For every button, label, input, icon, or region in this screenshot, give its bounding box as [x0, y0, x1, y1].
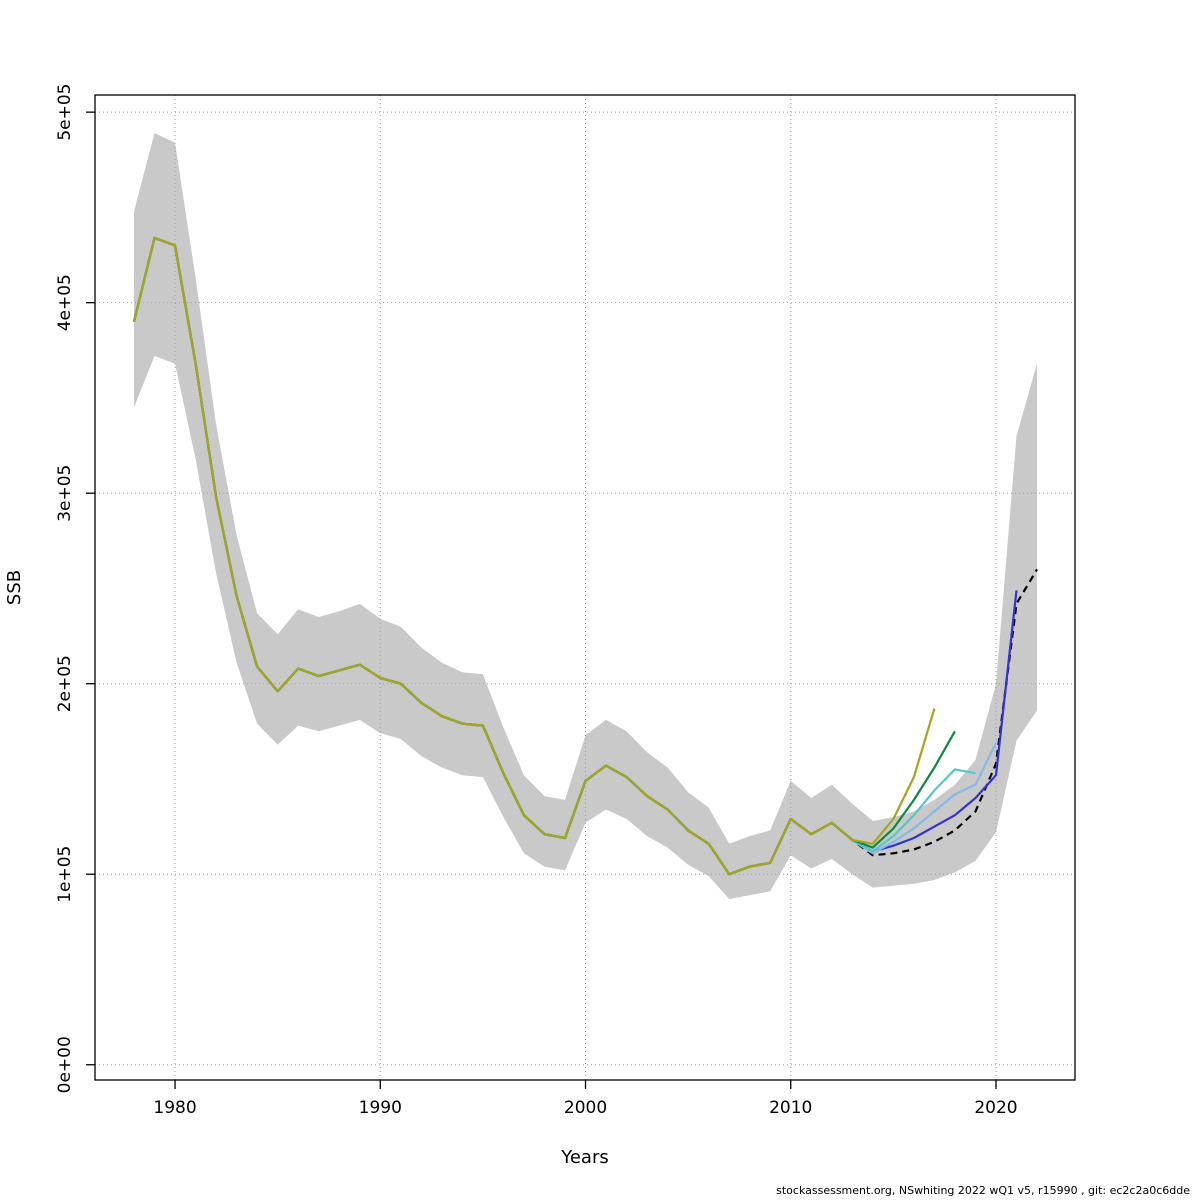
y-tick-label: 4e+05 [55, 274, 75, 331]
x-axis-title: Years [560, 1147, 609, 1168]
y-tick-label: 3e+05 [55, 465, 75, 522]
x-tick-label: 2000 [564, 1098, 607, 1118]
y-tick-label: 0e+00 [55, 1036, 75, 1093]
series-line-2018 [132, 236, 956, 876]
y-tick-label: 5e+05 [55, 84, 75, 141]
y-axis-title: SSB [4, 570, 25, 605]
series-line-2020 [132, 236, 997, 876]
confidence-band [134, 133, 1037, 900]
x-tick-label: 2020 [974, 1098, 1017, 1118]
series-line-2019 [132, 236, 976, 876]
plot-attribution: stockassessment.org, NSwhiting 2022 wQ1 … [776, 1184, 1190, 1197]
x-tick-label: 1980 [153, 1098, 196, 1118]
series-line-2017 [132, 236, 936, 876]
x-tick-label: 1990 [359, 1098, 402, 1118]
y-tick-label: 2e+05 [55, 655, 75, 712]
x-tick-label: 2010 [769, 1098, 812, 1118]
y-tick-label: 1e+05 [55, 846, 75, 903]
